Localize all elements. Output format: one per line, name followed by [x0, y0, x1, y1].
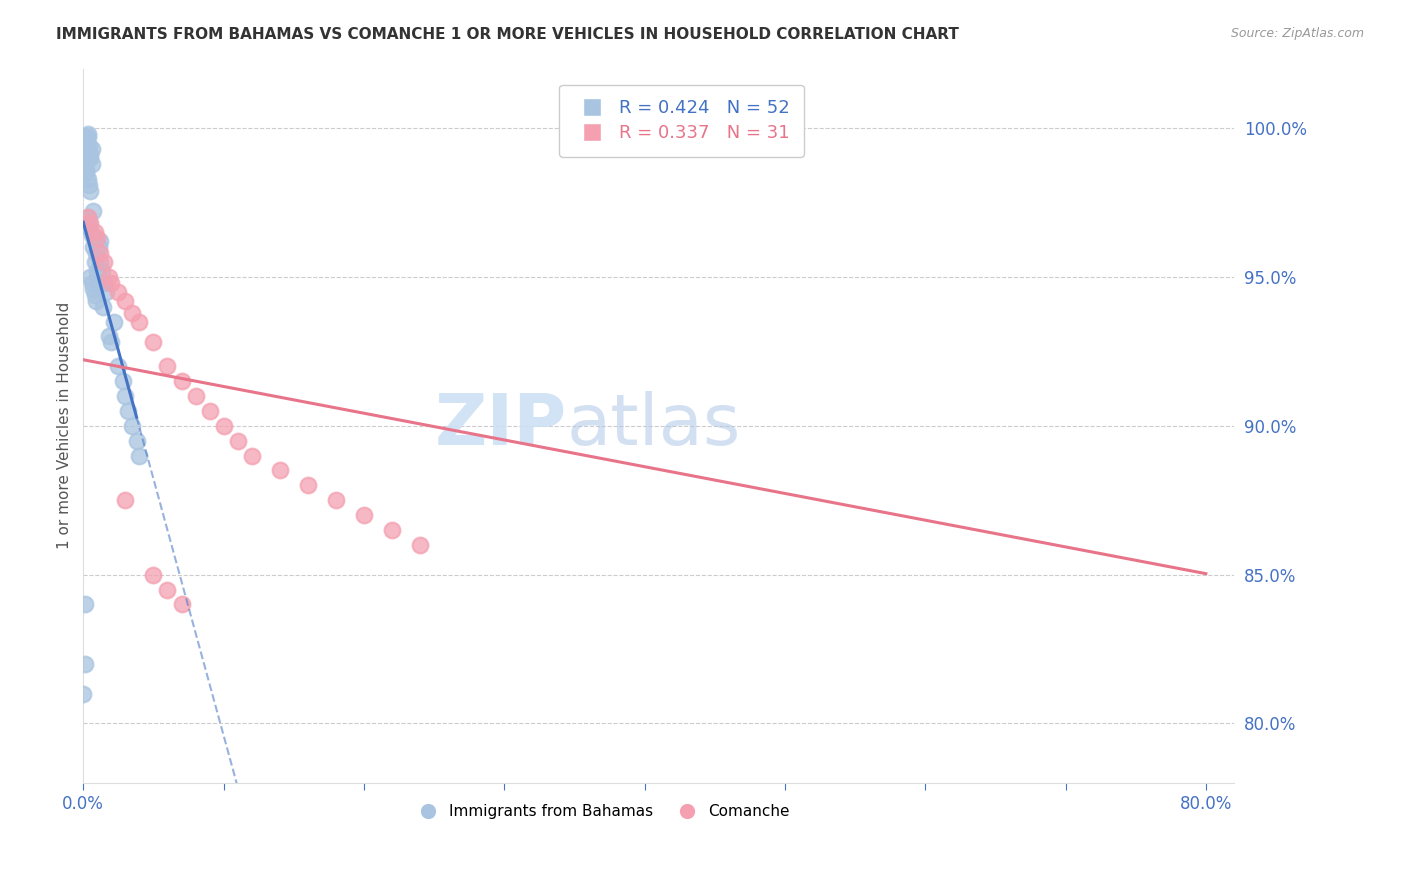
- Point: [297, 478, 319, 492]
- Point: [121, 418, 143, 433]
- Point: [80, 276, 103, 290]
- Point: [125, 434, 148, 448]
- Point: [381, 523, 404, 537]
- Point: [156, 359, 179, 374]
- Point: [100, 335, 122, 350]
- Point: [212, 418, 235, 433]
- Point: [240, 449, 263, 463]
- Legend: Immigrants from Bahamas, Comanche: Immigrants from Bahamas, Comanche: [406, 798, 796, 825]
- Point: [73, 130, 96, 145]
- Point: [76, 130, 98, 145]
- Point: [77, 216, 100, 230]
- Point: [77, 139, 100, 153]
- Point: [93, 255, 115, 269]
- Point: [79, 269, 101, 284]
- Point: [84, 246, 107, 260]
- Point: [353, 508, 375, 522]
- Point: [703, 121, 725, 136]
- Point: [93, 276, 115, 290]
- Point: [83, 231, 105, 245]
- Point: [80, 157, 103, 171]
- Point: [76, 211, 98, 225]
- Point: [128, 449, 150, 463]
- Point: [226, 434, 249, 448]
- Point: [80, 142, 103, 156]
- Y-axis label: 1 or more Vehicles in Household: 1 or more Vehicles in Household: [58, 302, 72, 549]
- Point: [107, 359, 129, 374]
- Point: [128, 315, 150, 329]
- Point: [76, 211, 98, 225]
- Point: [325, 493, 347, 508]
- Text: IMMIGRANTS FROM BAHAMAS VS COMANCHE 1 OR MORE VEHICLES IN HOUSEHOLD CORRELATION : IMMIGRANTS FROM BAHAMAS VS COMANCHE 1 OR…: [56, 27, 959, 42]
- Point: [86, 264, 108, 278]
- Point: [184, 389, 207, 403]
- Point: [89, 255, 111, 269]
- Point: [83, 255, 105, 269]
- Point: [117, 404, 139, 418]
- Point: [87, 240, 110, 254]
- Point: [73, 598, 96, 612]
- Point: [75, 166, 97, 180]
- Point: [156, 582, 179, 597]
- Point: [114, 389, 136, 403]
- Point: [83, 225, 105, 239]
- Point: [170, 598, 193, 612]
- Point: [79, 148, 101, 162]
- Point: [75, 130, 97, 145]
- Point: [269, 463, 291, 477]
- Point: [90, 264, 112, 278]
- Point: [80, 228, 103, 243]
- Point: [86, 276, 108, 290]
- Point: [79, 151, 101, 165]
- Point: [142, 567, 165, 582]
- Point: [107, 285, 129, 299]
- Point: [100, 276, 122, 290]
- Point: [75, 162, 97, 177]
- Point: [82, 240, 104, 254]
- Text: ZIP: ZIP: [434, 392, 567, 460]
- Point: [97, 329, 120, 343]
- Point: [72, 687, 94, 701]
- Point: [114, 293, 136, 308]
- Point: [94, 285, 117, 299]
- Text: Source: ZipAtlas.com: Source: ZipAtlas.com: [1230, 27, 1364, 40]
- Point: [409, 538, 432, 552]
- Point: [79, 216, 101, 230]
- Point: [86, 231, 108, 245]
- Point: [84, 293, 107, 308]
- Point: [121, 306, 143, 320]
- Point: [82, 282, 104, 296]
- Point: [83, 287, 105, 301]
- Text: atlas: atlas: [567, 392, 741, 460]
- Point: [73, 657, 96, 671]
- Point: [198, 404, 221, 418]
- Point: [89, 246, 111, 260]
- Point: [89, 234, 111, 248]
- Point: [76, 127, 98, 141]
- Point: [142, 335, 165, 350]
- Point: [103, 315, 125, 329]
- Point: [111, 374, 134, 388]
- Point: [76, 171, 98, 186]
- Point: [79, 222, 101, 236]
- Point: [73, 157, 96, 171]
- Point: [77, 145, 100, 159]
- Point: [114, 493, 136, 508]
- Point: [170, 374, 193, 388]
- Point: [79, 184, 101, 198]
- Point: [82, 204, 104, 219]
- Point: [77, 178, 100, 192]
- Point: [91, 300, 114, 314]
- Point: [97, 269, 120, 284]
